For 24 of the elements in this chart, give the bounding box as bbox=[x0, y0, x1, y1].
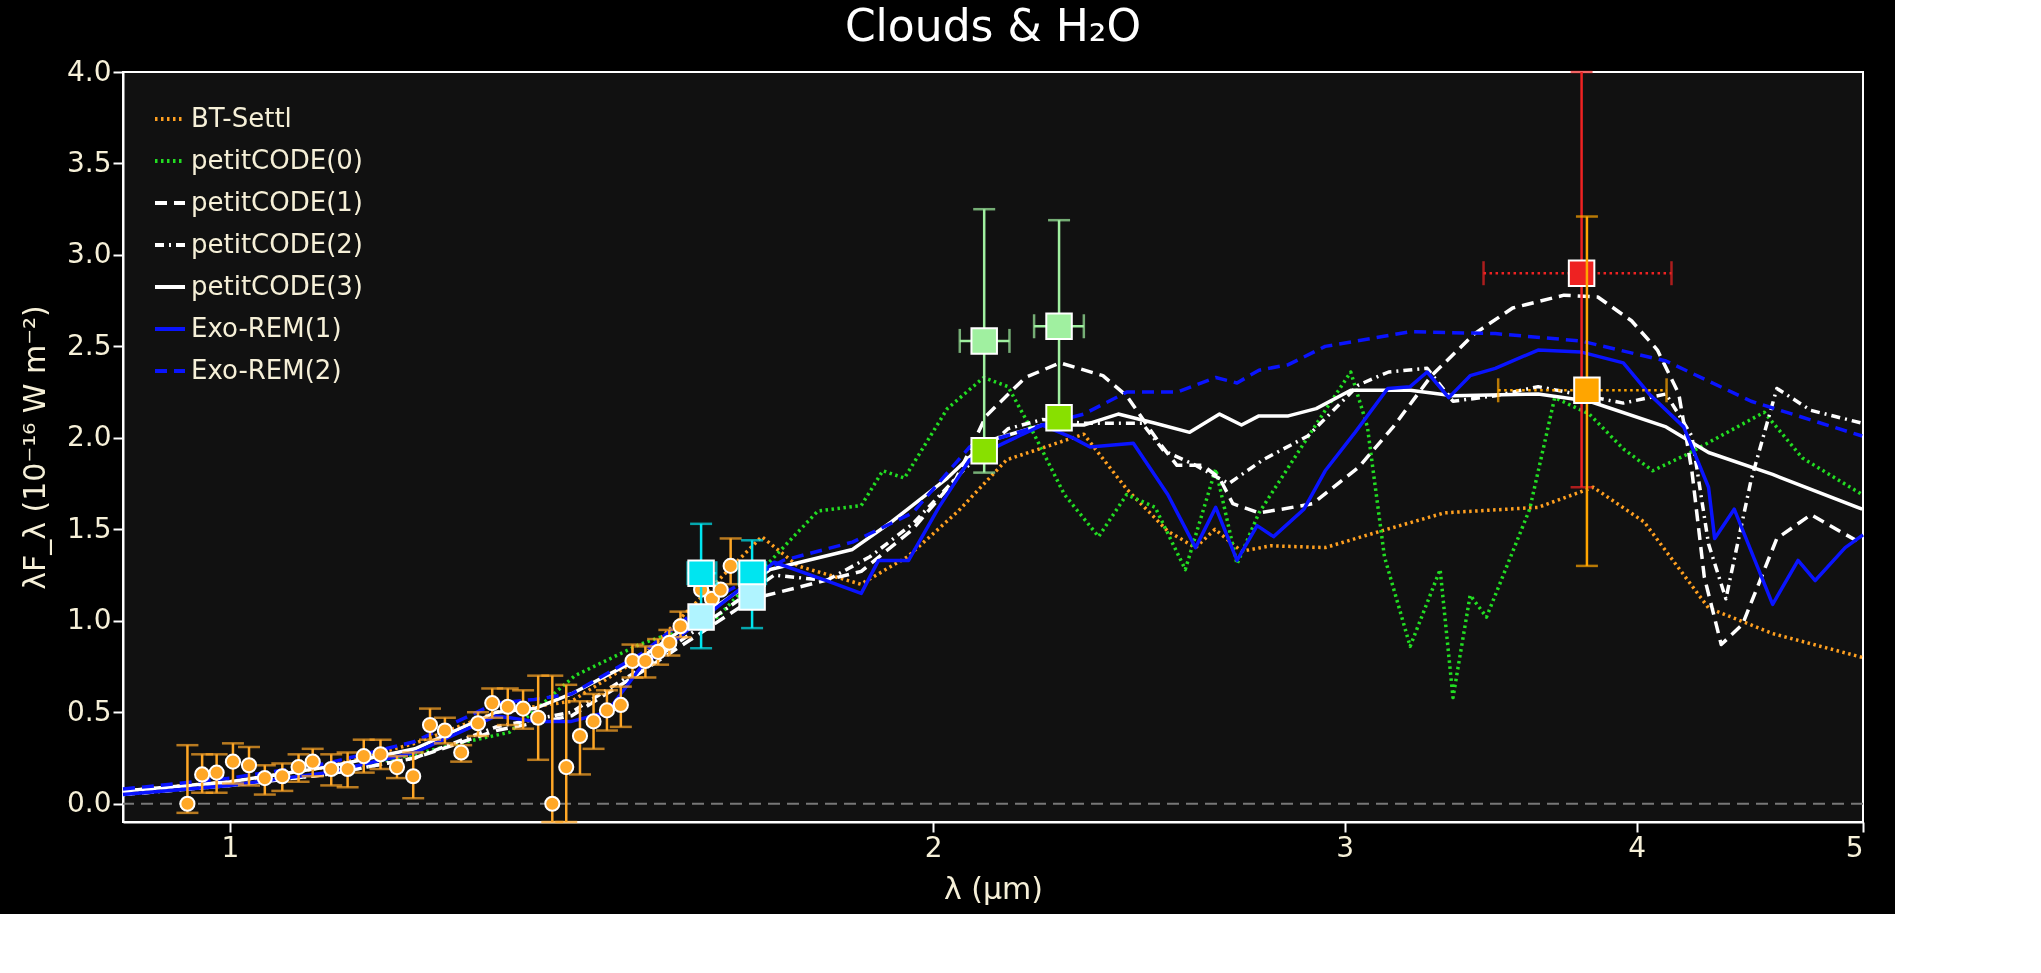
y-tick-label: 2.0 bbox=[66, 420, 112, 454]
y-tick-label: 2.5 bbox=[66, 328, 112, 362]
y-axis-title: λF_λ (10⁻¹⁶ W m⁻²) bbox=[16, 305, 52, 590]
legend-label: petitCODE(1) bbox=[191, 187, 364, 217]
x-tick-label: 4 bbox=[1628, 830, 1646, 864]
legend-label: petitCODE(0) bbox=[191, 145, 364, 175]
legend-label: Exo-REM(1) bbox=[191, 313, 342, 343]
y-tick-label: 4.0 bbox=[66, 54, 112, 88]
x-axis-title: λ (µm) bbox=[943, 870, 1044, 906]
legend-label: petitCODE(2) bbox=[191, 229, 364, 259]
y-tick-label: 0.5 bbox=[66, 694, 112, 728]
y-tick-label: 3.0 bbox=[66, 237, 112, 271]
x-tick-label: 2 bbox=[924, 830, 943, 864]
y-tick-label: 0.0 bbox=[66, 786, 112, 820]
y-tick-label: 3.5 bbox=[66, 145, 112, 179]
x-tick-label: 1 bbox=[221, 830, 240, 864]
legend-label: petitCODE(3) bbox=[191, 271, 364, 301]
chart-title: Clouds & H₂O bbox=[844, 0, 1142, 51]
x-tick-label: 5 bbox=[1845, 830, 1864, 864]
x-tick-label: 3 bbox=[1336, 830, 1355, 864]
y-tick-label: 1.5 bbox=[66, 511, 112, 545]
y-tick-label: 1.0 bbox=[66, 603, 112, 637]
legend-label: BT-Settl bbox=[191, 103, 292, 133]
legend-label: Exo-REM(2) bbox=[191, 355, 342, 385]
